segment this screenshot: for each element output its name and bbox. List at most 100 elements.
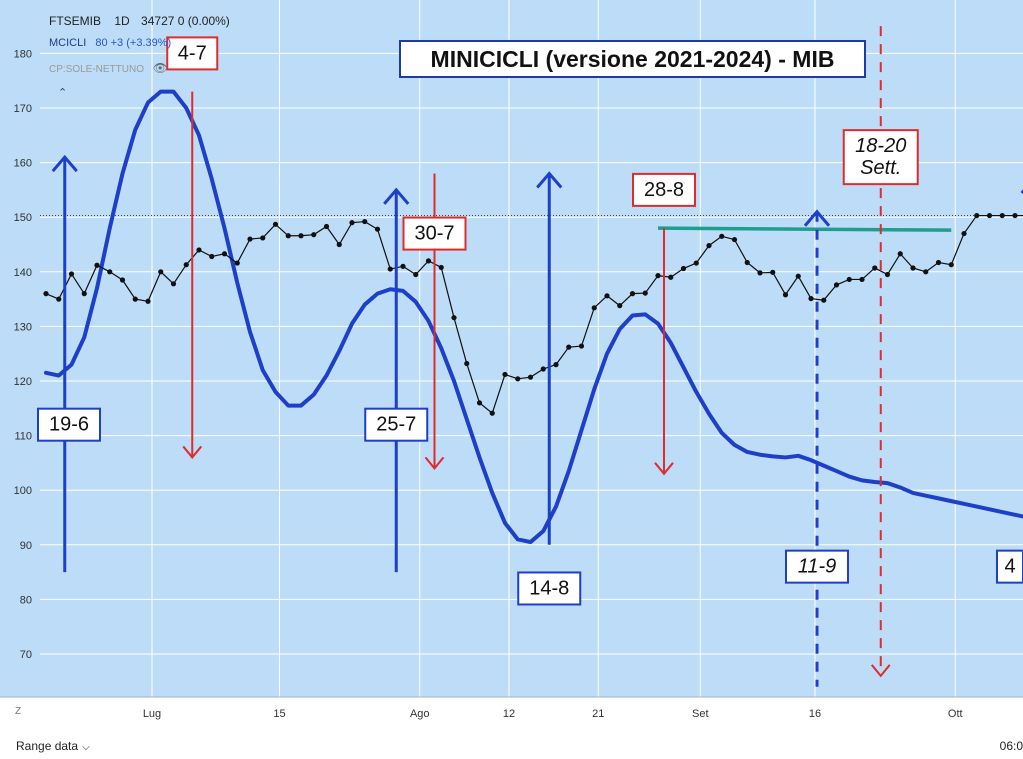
price-point [884,271,891,278]
price-point [336,241,342,248]
price-point [566,344,572,350]
price-point [183,262,189,268]
price-point [81,291,87,297]
resistance-line [657,226,952,232]
arrow-down-icon [182,445,203,460]
price-point [221,251,228,257]
price-point [961,230,967,237]
legend-overlay-row[interactable]: CP:SOLE-NETTUNO 👁︎ [49,61,168,75]
price-point [107,269,113,275]
price-point [897,251,903,257]
eye-off-icon[interactable]: 👁︎ [152,61,169,75]
price-label: 34727 [141,14,175,28]
cycle-date-label-box [517,571,582,606]
cycle-date-label: 28-8 [644,179,684,201]
price-point [795,273,801,279]
price-point [400,263,406,269]
price-point [540,366,546,372]
price-point [247,236,253,242]
x-tick-label: Ago [410,708,430,720]
arrow-up-icon [536,171,563,189]
price-point [374,226,381,232]
price-point [948,262,954,268]
cycle-date-label: 11-9 [798,556,837,578]
x-tick-label: 16 [809,708,821,720]
price-point [706,242,712,249]
y-axis-background [0,0,40,697]
price-point [629,291,636,297]
price-point [349,220,355,226]
chart-title: MINICICLI (versione 2021-2024) - MIB [399,40,866,78]
price-point [387,266,393,272]
price-point [413,271,419,278]
arrow-up-icon [383,187,410,205]
price-point [476,400,483,406]
price-point [451,315,457,321]
price-point [196,247,202,253]
price-point [935,259,942,266]
cycle-date-label: 25-7 [376,414,416,436]
y-tick-label: 140 [14,267,32,279]
price-point [642,290,648,296]
price-point [872,265,878,271]
price-point [833,282,840,288]
price-point [1012,212,1018,219]
price-point [502,371,508,378]
price-point [999,212,1005,219]
cycle-date-label: 19-6 [49,414,89,436]
price-point [553,362,559,368]
overlay-name: CP:SOLE-NETTUNO [49,64,145,75]
chart-frame: 70 80 90 100 110 120 130 140 150 160 170 180 Lug 15 Ag… [0,0,1023,730]
cycle-date-label-box [785,549,849,584]
price-point [591,305,597,311]
price-point [145,298,151,304]
cycle-date-label-box [364,407,429,442]
x-tick-label: 15 [273,708,285,720]
price-point [757,270,763,276]
bottom-toolbar: Range data ⌵ 06:0 [0,730,1023,759]
collapse-legend-chevron-icon[interactable]: ⌃ [58,87,68,99]
price-point [527,374,534,380]
legend-symbol-row[interactable]: FTSEMIB 1D 34727 0 (0.00%) [49,14,230,28]
price-point [515,376,521,382]
price-point [782,292,789,298]
range-selector[interactable]: Range data ⌵ [16,739,90,753]
cycle-date-label: 4 [1004,556,1015,578]
price-point [209,253,215,260]
price-point [311,232,317,238]
arrow-up-icon [51,154,78,173]
price-point [132,296,138,302]
y-tick-label: 150 [14,212,32,224]
price-point [158,269,164,275]
price-point [56,296,62,302]
cycle-date-label-box [996,549,1023,584]
x-tick-label: 21 [592,708,604,720]
price-point [910,265,916,271]
x-tick-label: Ott [948,708,963,720]
price-point [94,262,100,268]
price-point [464,360,470,367]
scale-mode-button[interactable]: Z [15,706,22,717]
cycle-date-label: Sett. [860,157,901,179]
arrow-up-icon [803,209,831,227]
price-point [425,258,432,264]
y-tick-label: 110 [14,431,32,443]
clock-label[interactable]: 06:0 [999,739,1023,753]
price-point [770,269,776,275]
price-point [604,293,610,299]
price-point [974,212,980,219]
price-point [859,276,865,283]
price-point [438,264,444,271]
y-tick-label: 170 [14,103,32,115]
cycle-date-label-box [632,172,696,207]
indicator-name: MCICLI [49,37,87,49]
price-point [744,259,750,266]
price-point [260,235,266,241]
chart-plot[interactable]: 70 80 90 100 110 120 130 140 150 160 170 180 Lug 15 Ag… [0,0,1023,730]
arrow-down-icon [654,462,674,476]
price-point [719,233,725,239]
cycle-date-label-box [842,129,919,186]
timeframe-label: 1D [114,14,130,28]
cycle-date-label: 30-7 [414,223,454,245]
legend-indicator-row[interactable]: MCICLI 80 +3 (+3.39%) [49,37,171,49]
